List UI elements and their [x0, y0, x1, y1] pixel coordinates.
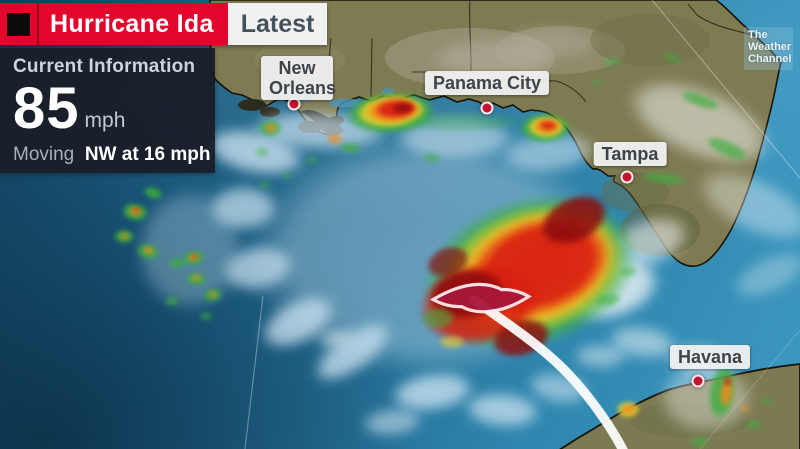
moving-value: NW at 16 mph [84, 144, 211, 165]
hurricane-icon [430, 282, 532, 314]
city-label-panama-city: Panama City [424, 71, 550, 96]
city-label-new-orleans: New Orleans [261, 56, 336, 101]
panel-title: Current Information [13, 56, 196, 77]
city-dot-tampa [620, 170, 634, 184]
title-bar: Hurricane Ida Latest [0, 3, 328, 45]
wind-speed-value: 85 [13, 76, 80, 141]
weather-channel-watermark: The Weather Channel [744, 27, 793, 70]
city-label-havana: Havana [669, 345, 751, 370]
city-label-tampa: Tampa [593, 142, 667, 167]
moving-label: Moving [13, 144, 75, 165]
channel-logo-box [0, 3, 39, 45]
latest-tab[interactable]: Latest [227, 3, 328, 45]
watermark-line: Weather [748, 40, 792, 53]
storm-title: Hurricane Ida [50, 9, 214, 38]
forecast-track-line [469, 295, 628, 449]
wind-speed-unit: mph [84, 109, 126, 132]
watermark-line: The [748, 29, 768, 41]
movement-row: Moving NW at 16 mph [13, 144, 210, 166]
storm-logo-icon [7, 12, 30, 36]
watermark-line: Channel [748, 52, 792, 65]
city-dot-havana [691, 374, 705, 388]
current-information-panel: Current Information 85 mph Moving NW at … [0, 48, 215, 173]
city-dot-panama-city [480, 101, 494, 115]
